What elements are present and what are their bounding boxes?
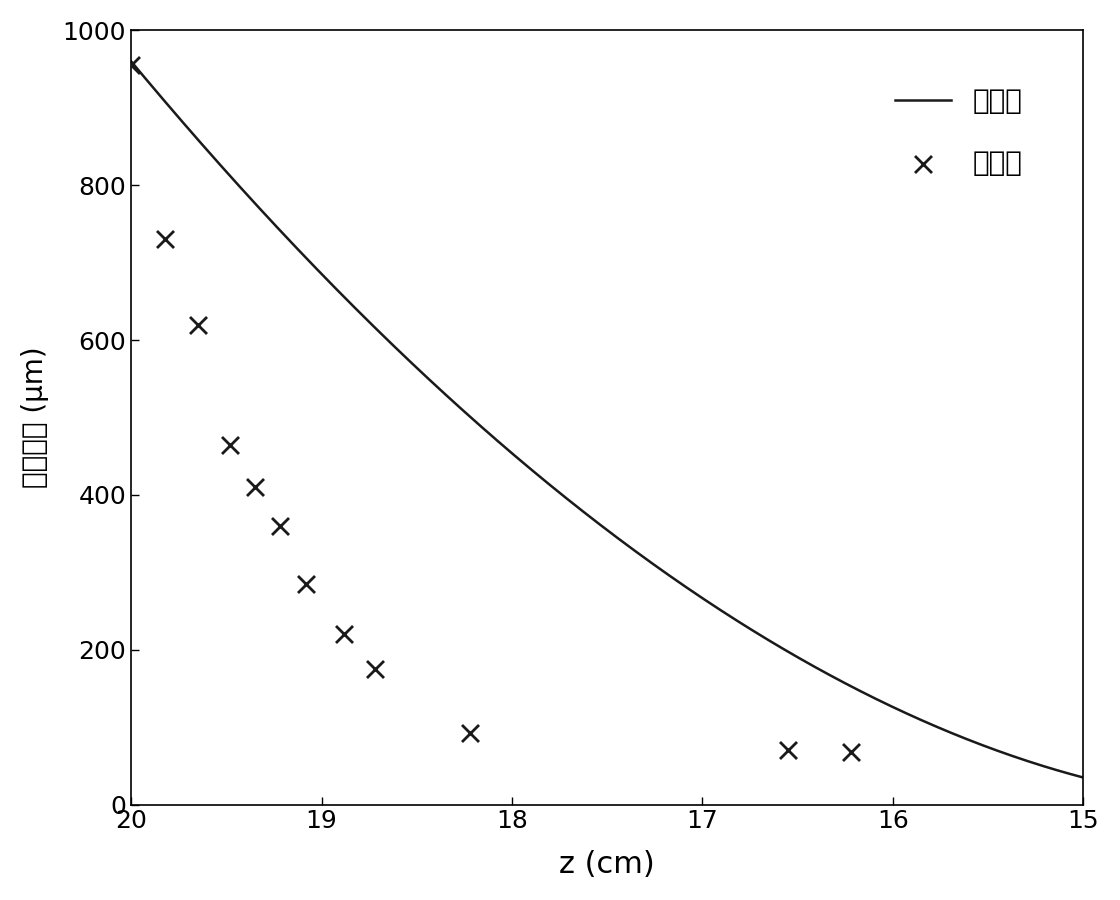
测量倘 bbox=[366, 662, 384, 676]
预测倘 bbox=[618, 538, 632, 549]
测量倘 bbox=[297, 577, 315, 591]
预测倘 bbox=[147, 83, 160, 94]
Y-axis label: 丝条直径 (μm): 丝条直径 (μm) bbox=[21, 346, 49, 489]
测量倘 bbox=[122, 58, 140, 72]
Legend: 预测倘, 测量倘: 预测倘, 测量倘 bbox=[867, 59, 1051, 204]
预测倘 bbox=[561, 494, 575, 505]
测量倘 bbox=[461, 726, 479, 741]
预测倘 bbox=[624, 543, 637, 553]
测量倘 bbox=[842, 745, 860, 760]
测量倘 bbox=[189, 318, 207, 332]
预测倘 bbox=[296, 249, 309, 260]
预测倘 bbox=[1076, 772, 1090, 783]
预测倘 bbox=[510, 452, 523, 463]
X-axis label: z (cm): z (cm) bbox=[559, 850, 655, 879]
测量倘 bbox=[271, 518, 289, 533]
测量倘 bbox=[780, 743, 797, 758]
测量倘 bbox=[221, 437, 239, 452]
Line: 预测倘: 预测倘 bbox=[131, 61, 1083, 778]
测量倘 bbox=[335, 627, 353, 642]
测量倘 bbox=[246, 480, 264, 494]
测量倘 bbox=[157, 232, 175, 247]
预测倘 bbox=[124, 56, 138, 67]
